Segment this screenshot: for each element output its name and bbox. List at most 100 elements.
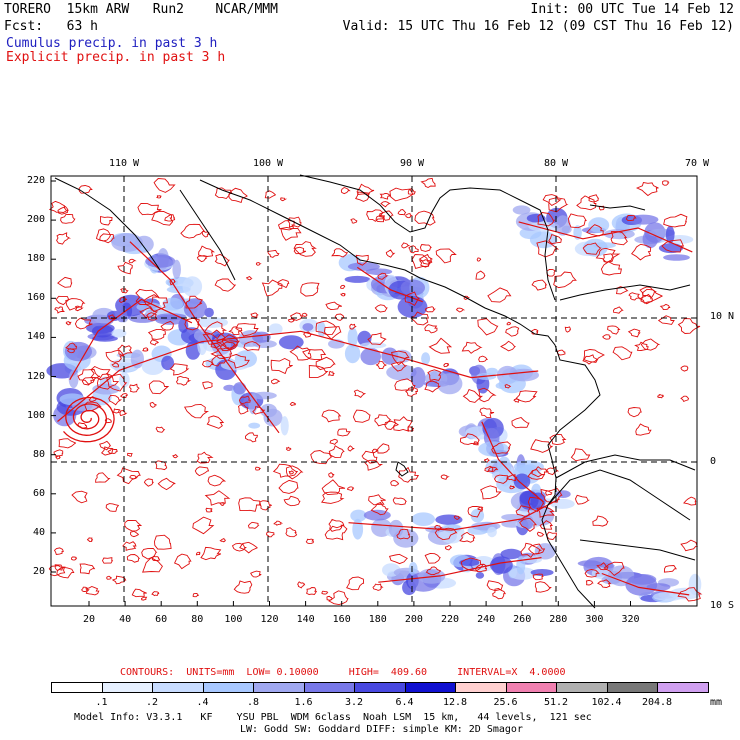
precip-shade — [665, 225, 675, 244]
contour-line — [352, 409, 371, 423]
lat-label: 0 — [710, 456, 717, 467]
colorbar-swatch — [202, 682, 254, 693]
contour-line — [661, 239, 685, 253]
contour-line — [54, 306, 66, 314]
x-tick-label: 40 — [119, 614, 132, 625]
contour-line — [596, 562, 609, 571]
contour-line — [327, 370, 335, 377]
contour-line — [542, 194, 562, 206]
contour-line — [389, 187, 415, 202]
contour-line — [235, 323, 259, 337]
contour-line — [183, 403, 210, 419]
contour-line — [602, 253, 614, 263]
contour-line — [328, 445, 345, 458]
contour-line — [527, 469, 546, 480]
contour-line — [131, 588, 147, 598]
contour-line — [90, 365, 111, 381]
contour-line — [111, 362, 120, 368]
contour-line — [99, 216, 113, 226]
contour-line — [371, 448, 379, 454]
contour-line — [54, 455, 62, 460]
contour-line — [246, 275, 253, 281]
contour-line — [475, 270, 486, 280]
precip-shade — [435, 514, 463, 525]
contour-line — [160, 320, 174, 331]
coastline-baja — [54, 177, 161, 271]
contour-line — [553, 271, 577, 289]
contour-line — [680, 539, 698, 552]
contour-line — [487, 466, 499, 473]
colorbar-label: .2 — [145, 697, 159, 708]
contour-info: CONTOURS: UNITS=mm LOW= 0.10000 HIGH= 40… — [120, 667, 566, 678]
contour-line — [635, 423, 652, 436]
precip-shade — [513, 473, 531, 490]
contour-line — [198, 245, 215, 257]
contour-line — [107, 314, 116, 320]
contour-line — [375, 214, 385, 223]
contour-line — [394, 378, 416, 391]
contour-line — [583, 349, 605, 363]
contour-line — [401, 242, 411, 249]
precip-shade — [487, 526, 497, 538]
contour-line — [146, 312, 158, 321]
contour-line — [374, 304, 388, 313]
y-tick-label: 100 — [26, 409, 45, 421]
map-frame — [50, 175, 698, 607]
border-inland-2 — [579, 539, 696, 561]
contour-line — [480, 485, 502, 500]
lon-label: 80 W — [543, 158, 569, 169]
contour-line — [425, 566, 442, 576]
precip-shade — [145, 254, 176, 268]
colorbar-label: 12.8 — [442, 697, 468, 708]
contour-line — [219, 502, 225, 507]
init-time: Init: 00 UTC Tue 14 Feb 12 — [530, 2, 735, 17]
contour-band — [378, 557, 542, 583]
contour-line — [340, 284, 346, 289]
contour-line — [455, 307, 466, 313]
x-tick-label: 280 — [549, 614, 568, 625]
precip-shade — [111, 329, 127, 338]
contour-line — [210, 346, 233, 359]
lon-label: 90 W — [399, 158, 425, 169]
contour-line — [380, 201, 392, 208]
contour-line — [219, 537, 227, 543]
contour-line — [60, 213, 76, 224]
contour-line — [95, 472, 111, 483]
contour-line — [323, 326, 342, 340]
contour-line — [192, 516, 215, 535]
contour-line — [385, 249, 396, 258]
precip-shade — [182, 276, 203, 297]
contour-line — [278, 479, 299, 494]
contour-line — [435, 248, 457, 264]
precip-shade — [360, 342, 387, 349]
contour-line — [597, 579, 612, 588]
contour-line — [315, 356, 336, 371]
contour-line — [531, 279, 548, 291]
contour-line — [384, 420, 400, 430]
x-tick-label: 100 — [224, 614, 243, 625]
contour-line — [228, 187, 248, 203]
contour-line — [228, 326, 243, 336]
contour-line — [99, 440, 112, 451]
contour-line — [308, 365, 329, 378]
contour-line — [530, 439, 554, 453]
y-tick-label: 80 — [32, 448, 45, 460]
contour-line — [556, 349, 566, 356]
contour-line — [334, 313, 345, 321]
contour-line — [243, 341, 261, 351]
contour-line — [285, 446, 292, 451]
contour-band — [518, 221, 693, 253]
contour-line — [157, 477, 176, 491]
contour-line — [390, 361, 408, 372]
contour-line — [173, 553, 192, 570]
contour-line — [106, 575, 112, 580]
contour-line — [546, 531, 557, 540]
contour-line — [477, 318, 499, 336]
contour-line — [129, 474, 138, 480]
x-tick-label: 20 — [82, 614, 96, 625]
contour-line — [78, 185, 93, 194]
contour-line — [453, 515, 461, 521]
contour-line — [65, 321, 72, 326]
contour-line — [139, 307, 159, 318]
contour-line — [484, 465, 494, 473]
